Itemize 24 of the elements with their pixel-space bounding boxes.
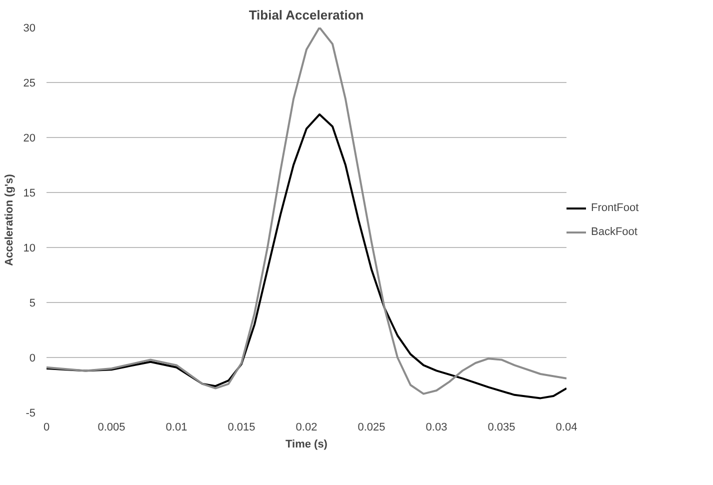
y-tick-label: 0 — [29, 352, 36, 364]
x-tick-label: 0.025 — [358, 422, 386, 434]
legend-label: FrontFoot — [591, 202, 639, 214]
x-tick-label: 0.035 — [488, 422, 516, 434]
y-axis-title: Acceleration (g's) — [3, 174, 16, 266]
y-tick-label: 30 — [23, 22, 36, 34]
y-tick-label: 10 — [23, 242, 36, 254]
y-tick-label: 5 — [29, 298, 36, 310]
x-tick-label: 0.04 — [556, 422, 578, 434]
line-series — [46, 28, 566, 395]
x-tick-label: 0.015 — [228, 422, 256, 434]
chart-title: Tibial Acceleration — [248, 8, 364, 22]
legend-label: BackFoot — [591, 226, 638, 238]
line-series — [46, 113, 566, 400]
y-tick-label: -5 — [26, 408, 36, 420]
x-tick-label: 0.03 — [426, 422, 448, 434]
y-tick-label: 20 — [23, 132, 36, 144]
y-tick-label: 15 — [23, 188, 36, 200]
x-tick-label: 0 — [43, 422, 50, 434]
x-axis-title: Time (s) — [286, 438, 328, 450]
x-tick-label: 0.005 — [98, 422, 126, 434]
x-tick-label: 0.02 — [296, 422, 318, 434]
x-tick-label: 0.01 — [166, 422, 188, 434]
y-tick-label: 25 — [23, 78, 36, 90]
